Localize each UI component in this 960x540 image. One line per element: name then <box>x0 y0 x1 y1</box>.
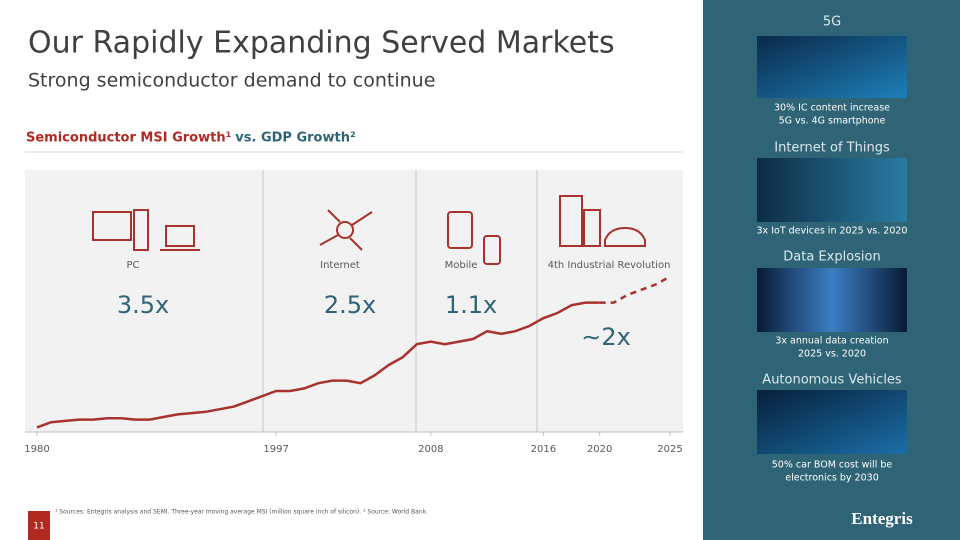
image-data <box>757 268 907 332</box>
x-tick-label: 1980 <box>24 444 49 455</box>
panel-text: 50% car BOM cost will be <box>772 460 893 471</box>
footnote: ¹ Sources: Entegris analysis and SEMI. T… <box>55 509 428 516</box>
panel-text: electronics by 2030 <box>785 473 879 484</box>
era-label: PC <box>126 260 139 271</box>
page-number: 11 <box>33 522 44 532</box>
panel-heading: Autonomous Vehicles <box>762 373 902 388</box>
x-tick-label: 2008 <box>418 444 443 455</box>
series-line <box>36 301 600 429</box>
era-label: Mobile <box>445 260 478 271</box>
panel-heading: Data Explosion <box>783 250 880 265</box>
title: Our Rapidly Expanding Served Markets <box>28 26 615 61</box>
image-iot <box>757 158 907 222</box>
panel-text: 5G vs. 4G smartphone <box>779 116 886 127</box>
era-multiplier: 1.1x <box>445 291 497 319</box>
logo: Entegris <box>851 509 913 528</box>
x-tick-label: 2025 <box>657 444 682 455</box>
era-multiplier: 3.5x <box>117 291 169 319</box>
era-label: 4th Industrial Revolution <box>548 260 671 271</box>
x-tick-label: 2016 <box>531 444 556 455</box>
icons <box>92 195 646 265</box>
image-car <box>757 390 907 454</box>
x-tick-label: 1997 <box>263 444 288 455</box>
chart-title: Semiconductor MSI Growth¹ <box>26 131 231 146</box>
chart-title: vs. GDP Growth² <box>235 131 355 146</box>
subtitle: Strong semiconductor demand to continue <box>28 70 435 92</box>
panel-text: 3x annual data creation <box>775 336 888 347</box>
era-multiplier: ∼2x <box>581 323 631 351</box>
panel-text: 30% IC content increase <box>774 103 890 114</box>
era-label: Internet <box>320 260 360 271</box>
era-dividers <box>262 170 538 432</box>
image-5g <box>757 36 907 98</box>
panel-text: 2025 vs. 2020 <box>798 349 866 360</box>
era-multiplier: 2.5x <box>324 291 376 319</box>
panel-heading: 5G <box>823 15 841 30</box>
panel-heading: Internet of Things <box>774 141 890 156</box>
x-tick-label: 2020 <box>587 444 612 455</box>
panel-text: 3x IoT devices in 2025 vs. 2020 <box>757 226 908 237</box>
page-box <box>28 511 50 540</box>
series-line <box>599 275 671 304</box>
